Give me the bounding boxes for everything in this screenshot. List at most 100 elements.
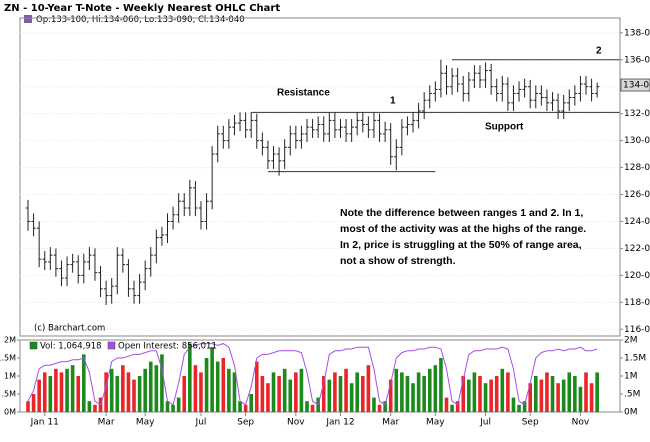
y-tick-label: 124-000 bbox=[624, 217, 650, 227]
volume-bar bbox=[193, 365, 198, 412]
y-tick-label: 0M bbox=[4, 408, 16, 417]
volume-bar bbox=[299, 368, 304, 412]
volume-bar bbox=[82, 354, 86, 412]
volume-bar bbox=[400, 372, 404, 412]
volume-bar bbox=[467, 379, 471, 412]
annotation: Resistance bbox=[277, 88, 330, 99]
volume-bar bbox=[277, 376, 281, 412]
volume-bar bbox=[221, 358, 226, 412]
volume-bar bbox=[271, 372, 276, 412]
volume-bar bbox=[578, 386, 583, 412]
volume-bar bbox=[366, 365, 371, 412]
x-tick-label: Sep bbox=[522, 418, 539, 428]
volume-bar bbox=[188, 343, 192, 412]
volume-bar bbox=[294, 372, 298, 412]
x-tick-label: Mar bbox=[98, 418, 115, 428]
note-line: In 2, price is struggling at the 50% of … bbox=[340, 239, 582, 251]
volume-bar bbox=[48, 376, 53, 412]
volume-bar bbox=[355, 372, 360, 412]
y-tick-label: .5M bbox=[624, 390, 640, 400]
x-tick-label: Nov bbox=[287, 418, 305, 428]
volume-bar bbox=[511, 397, 516, 412]
volume-bar bbox=[215, 361, 220, 412]
volume-bar bbox=[199, 372, 203, 412]
x-tick-label: Nov bbox=[572, 418, 590, 428]
volume-bar bbox=[405, 376, 410, 412]
volume-bar bbox=[422, 376, 426, 412]
volume-bar bbox=[54, 368, 58, 412]
y-tick-label: 118-000 bbox=[624, 298, 650, 308]
volume-bar bbox=[589, 383, 594, 412]
legend-label: Vol: 1,064,918 bbox=[40, 342, 102, 352]
volume-bar bbox=[361, 376, 365, 412]
last-price-label: 134-040 bbox=[623, 81, 650, 91]
x-tick-label: May bbox=[136, 418, 155, 428]
note-line: not a show of strength. bbox=[340, 255, 456, 267]
volume-bar bbox=[500, 368, 505, 412]
volume-bar bbox=[210, 347, 214, 412]
volume-bar bbox=[472, 372, 477, 412]
volume-bar bbox=[433, 365, 438, 412]
oi-line bbox=[27, 343, 598, 406]
volume-bar bbox=[249, 394, 253, 412]
volume-bar bbox=[160, 354, 164, 412]
volume-bar bbox=[550, 376, 555, 412]
volume-bar bbox=[204, 358, 209, 412]
volume-bar bbox=[282, 368, 287, 412]
volume-bar bbox=[148, 361, 153, 412]
y-tick-label: 122-000 bbox=[624, 244, 650, 254]
volume-bar bbox=[533, 376, 538, 412]
volume-bar bbox=[59, 372, 64, 412]
volume-bar bbox=[70, 365, 75, 412]
annotation: Support bbox=[485, 122, 524, 133]
y-tick-label: 136-000 bbox=[624, 55, 650, 65]
volume-bar bbox=[254, 361, 259, 412]
volume-bar bbox=[327, 379, 332, 412]
x-tick-label: Jul bbox=[195, 418, 207, 428]
price-panel bbox=[19, 17, 621, 337]
volume-bar bbox=[372, 397, 376, 412]
volume-bar bbox=[171, 404, 175, 412]
volume-bar bbox=[573, 376, 577, 412]
volume-bar bbox=[567, 372, 572, 412]
x-tick-label: Jul bbox=[479, 418, 491, 428]
volume-bar bbox=[411, 383, 415, 412]
y-tick-label: 138-000 bbox=[624, 28, 650, 38]
volume-bar bbox=[260, 376, 265, 412]
volume-bar bbox=[232, 372, 237, 412]
volume-bar bbox=[377, 404, 382, 412]
volume-bar bbox=[539, 379, 544, 412]
volume-bar bbox=[517, 404, 521, 412]
volume-bar bbox=[595, 372, 599, 412]
icon bbox=[24, 15, 32, 23]
volume-bar bbox=[109, 368, 114, 412]
y-tick-label: 2M bbox=[624, 336, 638, 346]
volume-bar bbox=[26, 401, 30, 412]
ohlc-info: Op:133-100, Hi:134-060, Lo:133-090, Cl:1… bbox=[36, 15, 245, 25]
y-tick-label: 132-000 bbox=[624, 109, 650, 119]
volume-bar bbox=[427, 368, 432, 412]
volume-bar bbox=[165, 401, 170, 412]
volume-bar bbox=[182, 376, 187, 412]
y-tick-label: 116-000 bbox=[624, 325, 650, 335]
volume-bar bbox=[238, 401, 242, 412]
volume-bar bbox=[333, 372, 337, 412]
volume-bar bbox=[416, 372, 421, 412]
volume-bar bbox=[494, 376, 499, 412]
x-tick-label: Jan 11 bbox=[30, 418, 59, 428]
volume-bar bbox=[288, 379, 293, 412]
volume-bar bbox=[388, 379, 393, 412]
last-price-box bbox=[620, 78, 650, 92]
volume-bar bbox=[121, 365, 125, 412]
volume-bar bbox=[132, 379, 136, 412]
volume-bar bbox=[310, 404, 315, 412]
volume-bar bbox=[31, 394, 36, 412]
y-tick-label: 1M bbox=[4, 372, 16, 381]
volume-bar bbox=[42, 372, 47, 412]
note-line: Note the difference between ranges 1 and… bbox=[340, 207, 583, 219]
y-tick-label: 126-000 bbox=[624, 190, 650, 200]
volume-bar bbox=[450, 404, 454, 412]
legend-swatch bbox=[29, 341, 38, 350]
x-tick-label: Jan 12 bbox=[325, 418, 354, 428]
